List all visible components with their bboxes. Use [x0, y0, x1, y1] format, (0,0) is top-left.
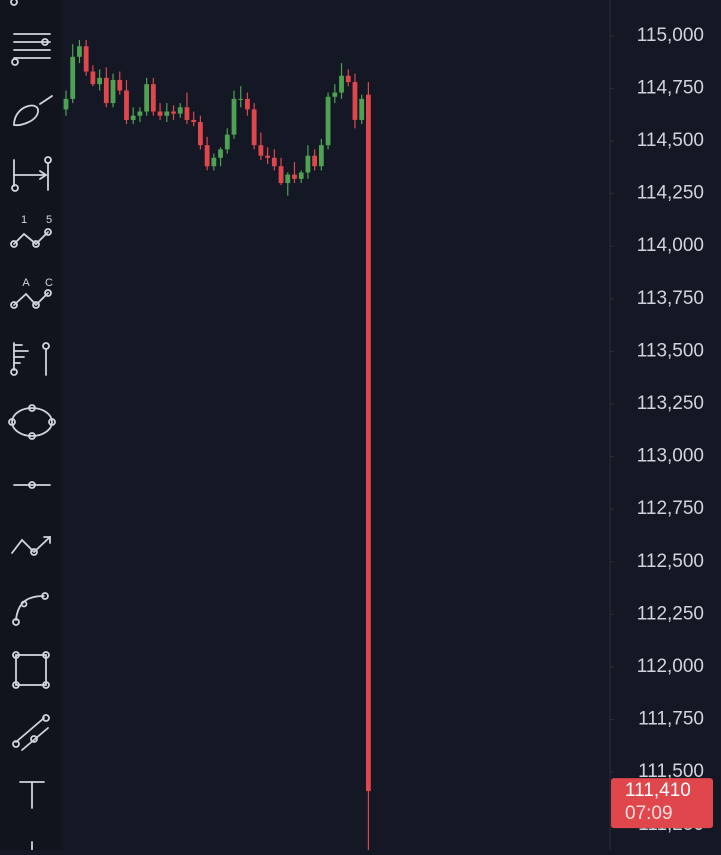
candle-body	[305, 155, 311, 173]
measure-tool[interactable]	[11, 156, 52, 192]
path-tool[interactable]	[11, 536, 51, 556]
y-tick-label: 114,000	[637, 235, 704, 256]
y-tick-label: 112,750	[637, 498, 704, 519]
candle-body	[238, 98, 244, 100]
brush-tool[interactable]	[13, 95, 53, 127]
text-tool[interactable]	[19, 781, 45, 809]
forecast-tool[interactable]	[10, 342, 50, 376]
candle-body	[204, 145, 210, 167]
elliott-wave-tool[interactable]	[10, 228, 52, 248]
candle-body	[124, 90, 129, 120]
candle-body	[97, 77, 102, 85]
candle-body	[70, 56, 76, 99]
candle-body	[171, 111, 176, 114]
candle-body	[150, 84, 156, 112]
rectangle-tool[interactable]	[12, 651, 50, 689]
y-tick-label: 112,500	[637, 551, 704, 572]
candle-body	[325, 96, 331, 146]
curve-tool[interactable]	[12, 592, 49, 626]
candle-body	[312, 155, 318, 167]
y-tick-label: 111,750	[638, 709, 704, 730]
candle-body	[318, 145, 324, 167]
candle-body	[245, 98, 250, 110]
countdown-label: 07:09	[625, 803, 673, 824]
candle-body	[144, 84, 150, 112]
horizontal-ray-tool[interactable]	[13, 481, 51, 489]
last-price-label: 111,410	[625, 780, 691, 801]
candle-body	[292, 174, 297, 179]
candle-body	[345, 75, 351, 83]
pattern-label: C	[45, 277, 53, 289]
candle-body	[83, 46, 89, 72]
abc-pattern-tool[interactable]	[10, 289, 52, 309]
candle-body	[339, 75, 344, 93]
candle-body	[271, 157, 277, 167]
candle-body	[191, 119, 197, 123]
candle-body	[177, 107, 183, 114]
pattern-label: A	[22, 277, 30, 289]
y-tick-label: 113,000	[637, 446, 704, 467]
candle-body	[258, 145, 264, 156]
candle-body	[63, 98, 69, 110]
y-tick-label: 113,250	[637, 393, 704, 414]
candles	[63, 39, 371, 850]
y-tick-label: 115,000	[637, 25, 704, 46]
parallel-channel-tool[interactable]	[12, 714, 50, 751]
candle-body	[231, 98, 237, 135]
candle-body	[137, 111, 143, 116]
candle-body	[265, 155, 270, 158]
candle-body	[90, 71, 96, 85]
candle-body	[103, 77, 109, 104]
last-price-tag	[611, 778, 713, 829]
candle-body	[285, 174, 291, 184]
drawing-tools: 1 5 A C	[8, 0, 56, 851]
ellipse-tool[interactable]	[8, 404, 56, 440]
candle-body	[359, 98, 365, 120]
y-tick-label: 111,500	[638, 761, 704, 782]
candle-body	[251, 109, 257, 146]
y-tick-label: 113,750	[637, 288, 704, 309]
y-tick-label: 112,000	[637, 656, 704, 677]
candle-body	[298, 172, 304, 179]
candle-body	[110, 79, 116, 104]
candle-body	[117, 79, 123, 91]
candle-body	[224, 134, 230, 150]
candle-body	[211, 157, 217, 167]
candle-body	[198, 122, 203, 146]
candle-body	[157, 111, 163, 116]
candle-body	[77, 46, 82, 57]
y-tick-label: 114,500	[637, 130, 704, 151]
candle-body	[164, 111, 170, 116]
candle-body	[218, 149, 223, 158]
candle-body	[184, 107, 190, 120]
candle-body	[332, 92, 338, 97]
candle-body	[366, 94, 371, 792]
candle-body	[278, 166, 284, 184]
y-tick-label: 114,750	[637, 77, 704, 98]
indicators-tool[interactable]	[10, 0, 51, 66]
wave-label: 5	[46, 214, 52, 226]
wave-label: 1	[21, 214, 27, 226]
candle-body	[130, 115, 136, 120]
candle-body	[352, 82, 358, 120]
y-tick-label: 113,500	[637, 340, 704, 361]
y-tick-label: 114,250	[637, 183, 704, 204]
y-tick-label: 112,250	[637, 603, 704, 624]
